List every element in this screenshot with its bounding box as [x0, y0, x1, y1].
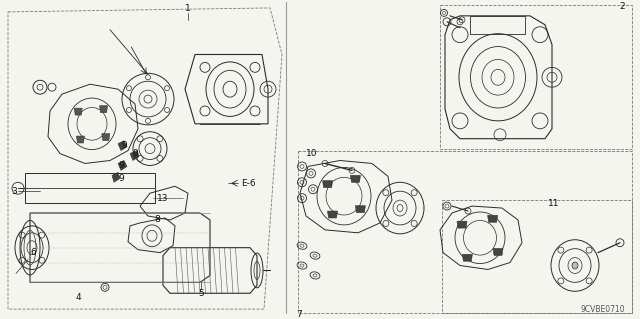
Ellipse shape: [572, 262, 578, 269]
Polygon shape: [351, 175, 360, 182]
Polygon shape: [102, 134, 110, 141]
Text: 11: 11: [548, 199, 560, 208]
Text: 9: 9: [118, 161, 124, 170]
Text: 5: 5: [198, 289, 204, 298]
Text: 3: 3: [11, 187, 17, 196]
Polygon shape: [118, 141, 127, 151]
Text: 8: 8: [154, 215, 160, 225]
Text: 6: 6: [30, 248, 36, 257]
Polygon shape: [100, 106, 108, 113]
Polygon shape: [76, 136, 84, 143]
Polygon shape: [130, 151, 139, 160]
Text: 9CVBE0710: 9CVBE0710: [580, 305, 625, 314]
Polygon shape: [74, 108, 82, 115]
Text: 9: 9: [118, 174, 124, 183]
Polygon shape: [323, 181, 333, 188]
Bar: [25, 173, 155, 203]
Text: 10: 10: [307, 149, 317, 158]
Text: 1: 1: [185, 4, 191, 13]
Text: 4: 4: [75, 293, 81, 302]
Polygon shape: [457, 221, 467, 228]
Text: 2: 2: [619, 3, 625, 11]
Text: E-6: E-6: [241, 179, 255, 188]
Text: 9: 9: [121, 141, 127, 150]
Polygon shape: [328, 211, 337, 218]
Polygon shape: [118, 160, 127, 170]
Polygon shape: [355, 206, 365, 213]
Text: 7: 7: [296, 309, 302, 319]
Text: 13: 13: [157, 194, 169, 203]
Polygon shape: [493, 249, 503, 256]
Text: 9: 9: [132, 149, 138, 158]
Polygon shape: [112, 172, 120, 182]
Bar: [470, 16, 525, 34]
Polygon shape: [488, 215, 498, 222]
Polygon shape: [462, 254, 472, 261]
